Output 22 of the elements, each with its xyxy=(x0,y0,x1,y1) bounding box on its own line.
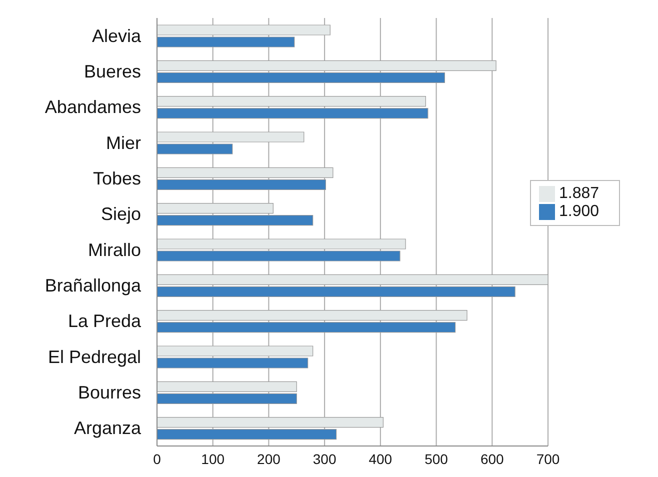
x-tick-label: 600 xyxy=(480,450,504,467)
x-tick-label: 400 xyxy=(368,450,392,467)
x-tick-label: 0 xyxy=(153,450,162,467)
y-tick-label: La Preda xyxy=(68,311,142,332)
y-tick-label: Bourres xyxy=(78,382,141,402)
legend-label: 1.887 xyxy=(559,185,600,202)
x-tick-label: 200 xyxy=(257,450,281,467)
y-tick-label: Mirallo xyxy=(88,240,141,260)
x-tick-label: 300 xyxy=(312,450,336,467)
x-tick-label: 100 xyxy=(201,450,225,467)
y-tick-label: Arganza xyxy=(74,418,142,438)
x-tick-label: 700 xyxy=(536,450,560,467)
y-tick-label: Brañallonga xyxy=(44,276,142,296)
y-tick-label: Tobes xyxy=(92,168,141,188)
y-tick-label: Alevia xyxy=(92,26,142,46)
y-tick-label: El Pedregal xyxy=(48,346,141,367)
y-tick-label: Abandames xyxy=(44,97,141,118)
y-tick-label: Siejo xyxy=(100,204,141,224)
y-tick-label: Bueres xyxy=(84,62,141,82)
legend-label: 1.900 xyxy=(559,203,600,220)
y-tick-label: Mier xyxy=(106,132,142,153)
x-tick-label: 500 xyxy=(424,450,448,467)
